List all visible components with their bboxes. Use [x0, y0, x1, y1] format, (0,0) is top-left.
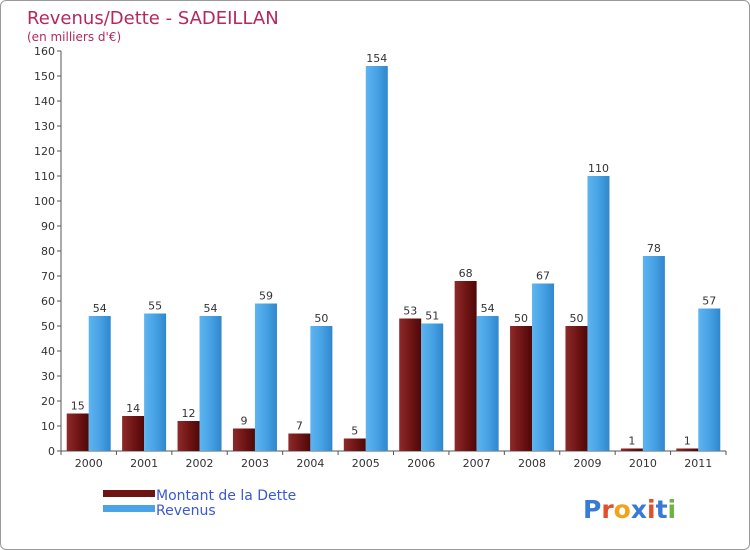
x-tick-label: 2001 — [130, 457, 158, 470]
svg-text:Proxiti: Proxiti — [583, 495, 676, 524]
x-tick-label: 2007 — [463, 457, 491, 470]
bar-revenus — [310, 326, 333, 451]
value-label-revenus: 55 — [148, 300, 162, 313]
bar-revenus — [476, 316, 499, 451]
x-tick-label: 2005 — [352, 457, 380, 470]
bar-revenus — [532, 283, 555, 451]
value-label-debt: 1 — [684, 435, 691, 448]
y-tick-label: 10 — [41, 420, 55, 433]
x-tick-label: 2009 — [573, 457, 601, 470]
value-label-debt: 50 — [514, 312, 528, 325]
bar-revenus — [587, 176, 610, 451]
value-label-debt: 50 — [569, 312, 583, 325]
y-tick-label: 20 — [41, 395, 55, 408]
chart-subtitle: (en milliers d'€) — [27, 30, 121, 44]
y-tick-label: 40 — [41, 345, 55, 358]
value-label-revenus: 67 — [536, 270, 550, 283]
y-tick-label: 140 — [34, 95, 55, 108]
bar-revenus — [365, 66, 388, 451]
y-tick-label: 130 — [34, 120, 55, 133]
bar-revenus — [88, 316, 111, 451]
y-tick-label: 120 — [34, 145, 55, 158]
value-label-debt: 9 — [240, 415, 247, 428]
y-tick-label: 100 — [34, 195, 55, 208]
value-label-revenus: 51 — [425, 310, 439, 323]
bar-debt — [676, 448, 699, 451]
bar-debt — [232, 428, 255, 451]
x-tick-label: 2000 — [75, 457, 103, 470]
y-tick-label: 30 — [41, 370, 55, 383]
bar-debt — [177, 421, 200, 451]
bar-revenus — [199, 316, 222, 451]
value-label-revenus: 54 — [93, 302, 107, 315]
bar-revenus — [642, 256, 665, 451]
value-label-revenus: 78 — [647, 242, 661, 255]
bar-revenus — [421, 323, 444, 451]
x-tick-label: 2008 — [518, 457, 546, 470]
x-tick-label: 2002 — [186, 457, 214, 470]
value-label-revenus: 154 — [366, 52, 387, 65]
y-tick-label: 160 — [34, 45, 55, 58]
value-labels: 15 54 14 55 12 54 9 59 7 50 5 154 53 51 68 54 50 67 50 110 1… — [71, 52, 717, 448]
value-label-debt: 15 — [71, 400, 85, 413]
legend-label-debt: Montant de la Dette — [156, 488, 296, 504]
value-label-debt: 68 — [459, 267, 473, 280]
bar-debt — [399, 318, 422, 451]
y-tick-label: 50 — [41, 320, 55, 333]
legend: Montant de la Dette Revenus — [103, 488, 296, 519]
value-label-revenus: 57 — [702, 295, 716, 308]
bar-debt — [122, 416, 145, 451]
legend-swatch-debt — [103, 490, 155, 497]
bars — [66, 66, 721, 451]
bar-debt — [454, 281, 477, 451]
chart-title: Revenus/Dette - SADEILLAN — [27, 8, 279, 29]
x-tick-label: 2011 — [684, 457, 712, 470]
y-tick-label: 110 — [34, 170, 55, 183]
value-label-revenus: 50 — [314, 312, 328, 325]
bar-debt — [66, 413, 89, 451]
x-tick-label: 2004 — [296, 457, 324, 470]
value-label-debt: 7 — [296, 420, 303, 433]
bar-revenus — [254, 303, 277, 451]
y-tick-label: 90 — [41, 220, 55, 233]
value-label-revenus: 110 — [588, 162, 609, 175]
value-label-debt: 5 — [351, 425, 358, 438]
y-tick-label: 150 — [34, 70, 55, 83]
value-label-debt: 53 — [403, 305, 417, 318]
legend-swatch-revenus — [103, 505, 155, 512]
axes: 0102030405060708090100110120130140150160… — [34, 45, 727, 470]
y-tick-label: 80 — [41, 245, 55, 258]
bar-debt — [288, 433, 311, 451]
value-label-revenus: 54 — [481, 302, 495, 315]
bar-debt — [510, 326, 533, 451]
value-label-debt: 14 — [126, 402, 140, 415]
bar-revenus — [144, 313, 167, 451]
value-label-revenus: 54 — [204, 302, 218, 315]
bar-revenus — [698, 308, 721, 451]
bar-debt — [620, 448, 643, 451]
y-tick-label: 60 — [41, 295, 55, 308]
x-tick-label: 2006 — [407, 457, 435, 470]
x-tick-label: 2010 — [629, 457, 657, 470]
y-tick-label: 70 — [41, 270, 55, 283]
value-label-debt: 12 — [182, 407, 196, 420]
value-label-revenus: 59 — [259, 290, 273, 303]
proxiti-logo: Proxiti — [583, 495, 676, 524]
y-tick-label: 0 — [48, 445, 55, 458]
value-label-debt: 1 — [628, 435, 635, 448]
legend-label-revenus: Revenus — [156, 503, 216, 519]
x-tick-label: 2003 — [241, 457, 269, 470]
bar-debt — [343, 438, 366, 451]
bar-debt — [565, 326, 588, 451]
